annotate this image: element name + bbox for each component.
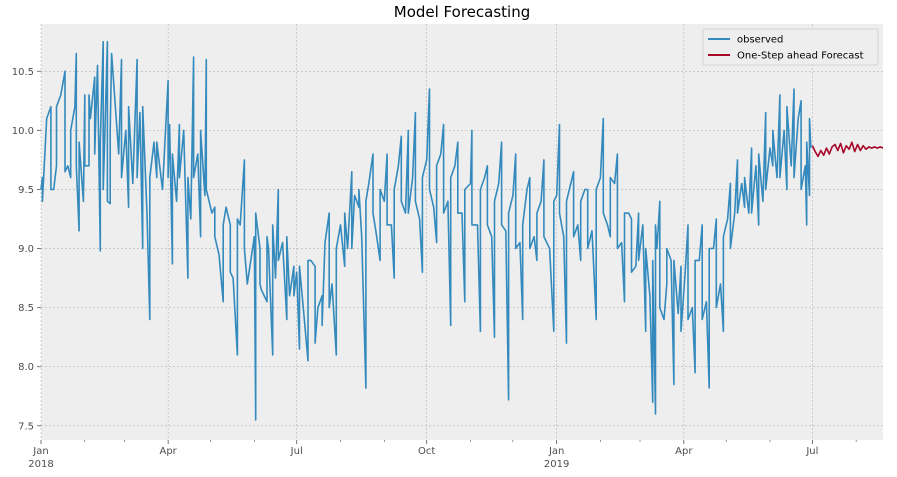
legend-label: observed bbox=[737, 35, 783, 46]
x-tick-label: Apr bbox=[675, 446, 693, 457]
y-tick-label: 7.5 bbox=[18, 421, 34, 432]
x-tick-year-label: 2018 bbox=[28, 459, 53, 470]
x-tick-label: Jan bbox=[32, 446, 48, 457]
grid bbox=[40, 24, 883, 440]
x-tick-label: Jul bbox=[805, 446, 818, 457]
x-tick-label: Oct bbox=[418, 446, 435, 457]
series-line bbox=[811, 141, 884, 158]
legend: observed One-Step ahead Forecast bbox=[702, 28, 879, 66]
series-forecast bbox=[811, 141, 884, 158]
legend-box bbox=[702, 28, 879, 66]
series-layer bbox=[40, 40, 884, 421]
x-tick-label: Apr bbox=[159, 446, 177, 457]
y-tick-label: 8.0 bbox=[18, 362, 34, 373]
series-observed bbox=[40, 40, 812, 421]
y-tick-label: 9.5 bbox=[18, 185, 34, 196]
y-tick-label: 10.5 bbox=[12, 67, 34, 78]
chart-title: Model Forecasting bbox=[394, 3, 530, 21]
x-tick-year-label: 2019 bbox=[544, 459, 569, 470]
legend-label: One-Step ahead Forecast bbox=[737, 51, 864, 62]
y-tick-label: 10.0 bbox=[12, 126, 34, 137]
y-axis: 7.5 8.0 8.5 9.0 9.5 10.0 10.5 bbox=[12, 67, 41, 432]
y-tick-label: 9.0 bbox=[18, 244, 34, 255]
x-tick-label: Jan bbox=[548, 446, 564, 457]
x-axis: Jan 2018 Apr Jul Oct Jan 2019 Apr Jul bbox=[28, 440, 857, 470]
y-tick-label: 8.5 bbox=[18, 303, 34, 314]
x-tick-label: Jul bbox=[290, 446, 303, 457]
series-line bbox=[40, 40, 812, 421]
